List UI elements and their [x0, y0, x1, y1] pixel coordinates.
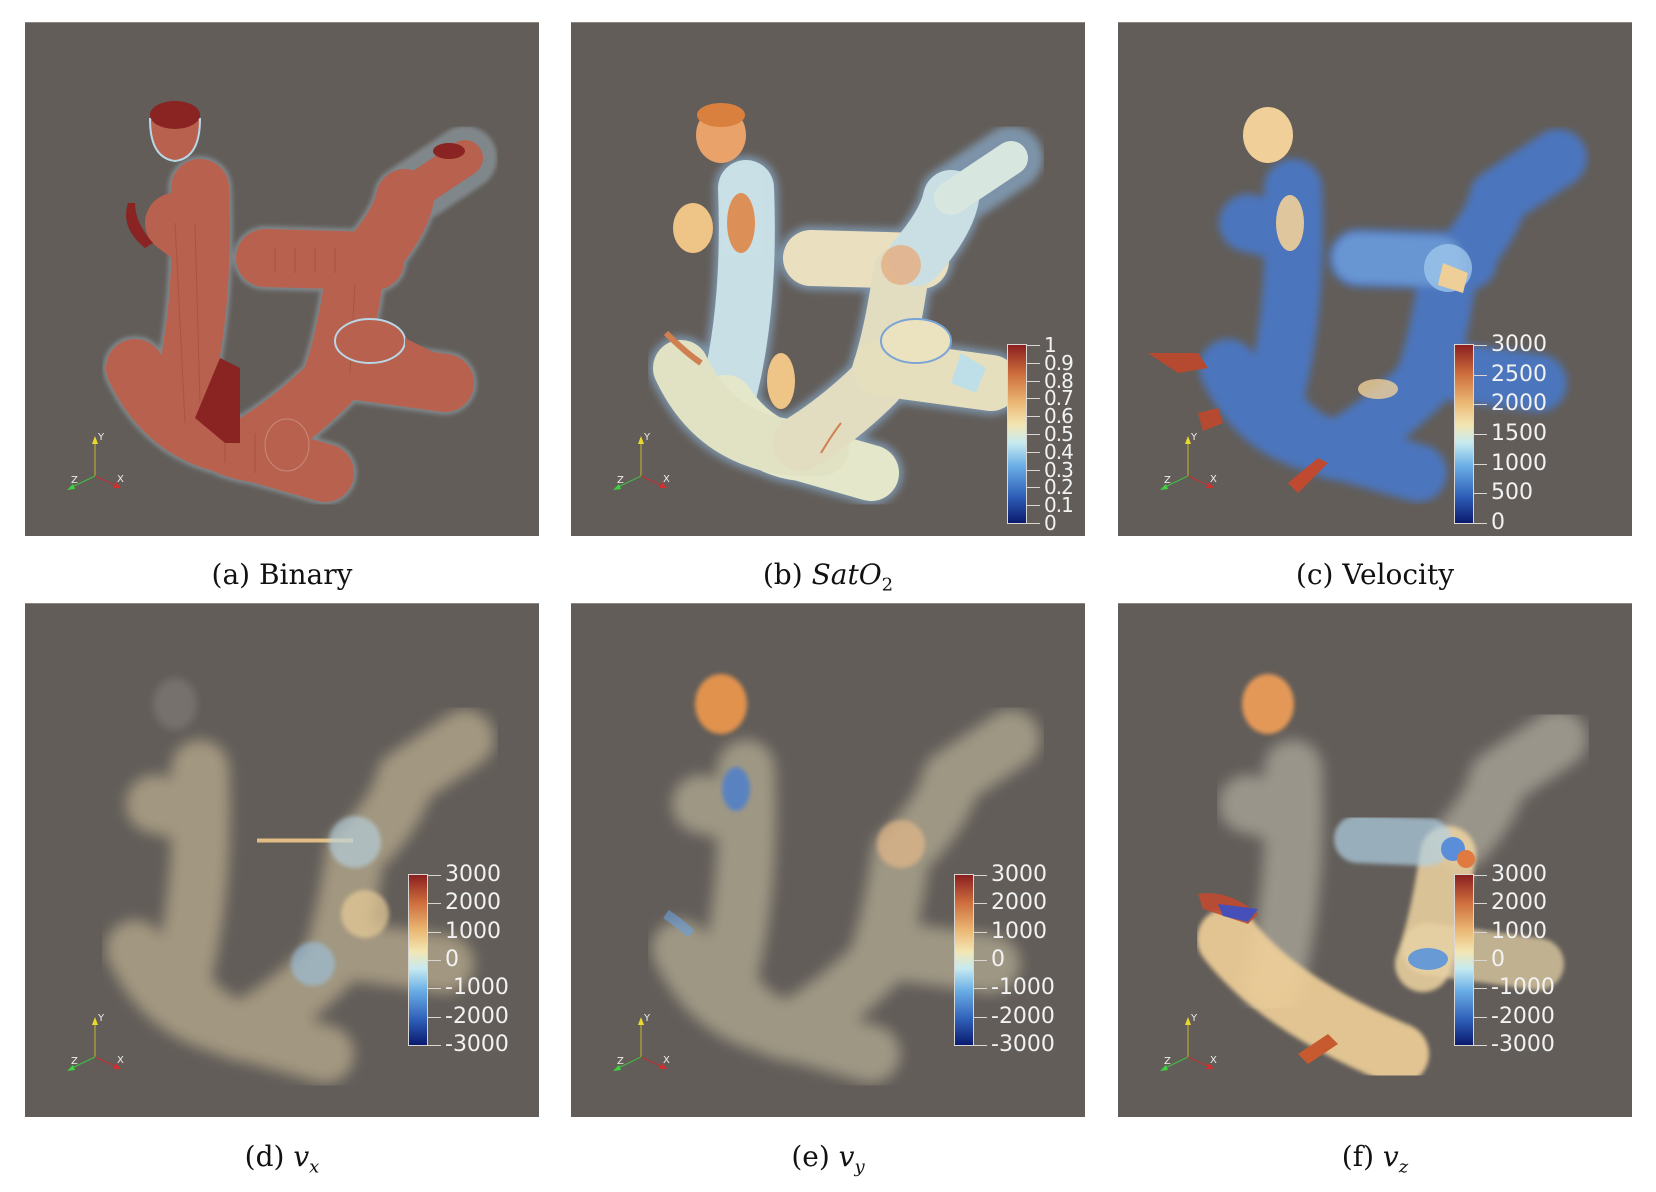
y-axis-arrow-icon: [92, 1017, 98, 1025]
svg-text:Z: Z: [1164, 1056, 1171, 1067]
colorbar-labels: 3000 2500 2000 1500 1000 500 0: [1473, 334, 1571, 534]
caption-a: (a) Binary: [211, 558, 353, 591]
caption-c: (c) Velocity: [1295, 558, 1455, 591]
axis-triad: Y Z X: [67, 1013, 124, 1071]
z-axis-arrow-icon: [613, 484, 621, 490]
caption-d: (d) vx: [244, 1140, 320, 1178]
colorbar-labels: 1 0.9 0.8 0.7 0.6 0.5 0.4 0.3 0.2 0.1 0: [1026, 334, 1085, 534]
colorbar-labels: 3000 2000 1000 0 -1000 -2000 -3000: [1473, 864, 1571, 1056]
colorbar-vz: 3000 2000 1000 0 -1000 -2000 -3000: [1454, 864, 1555, 1056]
svg-text:Y: Y: [1190, 1013, 1198, 1024]
axis-triad: Y Z X: [613, 432, 670, 490]
colorbar-velocity: 3000 2500 2000 1500 1000 500 0: [1454, 334, 1547, 534]
caption-e: (e) vy: [791, 1140, 865, 1178]
z-axis-arrow-icon: [1160, 484, 1168, 490]
x-axis-arrow-icon: [1206, 482, 1214, 488]
colorbar-vy: 3000 2000 1000 0 -1000 -2000 -3000: [954, 864, 1055, 1056]
vessel-render-vz: [1197, 674, 1587, 1085]
panel-f-vz: 3000 2000 1000 0 -1000 -2000 -3000 Y Z X: [1118, 603, 1632, 1117]
vessel-render-vy: [652, 674, 1040, 1083]
svg-text:Z: Z: [617, 475, 624, 486]
panel-e-vy: 3000 2000 1000 0 -1000 -2000 -3000 Y Z X: [571, 603, 1085, 1117]
svg-text:Z: Z: [617, 1056, 624, 1067]
x-axis-arrow-icon: [113, 1063, 121, 1069]
z-axis-arrow-icon: [1160, 1065, 1168, 1071]
svg-text:Y: Y: [1190, 432, 1198, 443]
panel-c-velocity: 3000 2500 2000 1500 1000 500 0 Y Z X: [1118, 22, 1632, 536]
svg-text:X: X: [663, 474, 670, 485]
svg-text:Z: Z: [1164, 475, 1171, 486]
x-axis-arrow-icon: [1206, 1063, 1214, 1069]
svg-text:Y: Y: [643, 1013, 651, 1024]
z-axis-arrow-icon: [67, 484, 75, 490]
x-axis-arrow-icon: [659, 1063, 667, 1069]
colorbar-labels: 3000 2000 1000 0 -1000 -2000 -3000: [427, 864, 525, 1056]
svg-text:X: X: [663, 1055, 670, 1066]
y-axis-arrow-icon: [1185, 1017, 1191, 1025]
svg-text:Y: Y: [97, 1013, 105, 1024]
y-axis-arrow-icon: [1185, 436, 1191, 444]
svg-text:Y: Y: [643, 432, 651, 443]
axis-triad: Y Z X: [1160, 1013, 1217, 1071]
colorbar-vx: 3000 2000 1000 0 -1000 -2000 -3000: [408, 864, 509, 1056]
x-axis-arrow-icon: [113, 482, 121, 488]
vessel-render-sato2: [649, 103, 1043, 505]
svg-text:X: X: [1210, 1055, 1217, 1066]
panel-a-binary: Y Z X: [25, 22, 539, 536]
panel-d-vx: 3000 2000 1000 0 -1000 -2000 -3000 Y Z X: [25, 603, 539, 1117]
y-axis-arrow-icon: [638, 436, 644, 444]
axis-triad: Y Z X: [613, 1013, 670, 1071]
svg-text:X: X: [1210, 474, 1217, 485]
y-axis-arrow-icon: [92, 436, 98, 444]
caption-b: (b) SatO2: [762, 558, 894, 596]
panel-b-sato2: 1 0.9 0.8 0.7 0.6 0.5 0.4 0.3 0.2 0.1 0 …: [571, 22, 1085, 536]
svg-text:X: X: [117, 474, 124, 485]
svg-text:Y: Y: [97, 432, 105, 443]
z-axis-arrow-icon: [613, 1065, 621, 1071]
vessel-render-binary: [103, 101, 497, 505]
axis-triad: Y Z X: [1160, 432, 1217, 490]
colorbar-sato2: 1 0.9 0.8 0.7 0.6 0.5 0.4 0.3 0.2 0.1 0: [1007, 334, 1074, 534]
axis-triad: Y Z X: [67, 432, 124, 490]
y-axis-arrow-icon: [638, 1017, 644, 1025]
z-axis-arrow-icon: [67, 1065, 75, 1071]
x-axis-arrow-icon: [659, 482, 667, 488]
colorbar-labels: 3000 2000 1000 0 -1000 -2000 -3000: [973, 864, 1071, 1056]
caption-f: (f) vz: [1341, 1140, 1409, 1178]
svg-text:X: X: [117, 1055, 124, 1066]
svg-text:Z: Z: [71, 1056, 78, 1067]
svg-text:Z: Z: [71, 475, 78, 486]
